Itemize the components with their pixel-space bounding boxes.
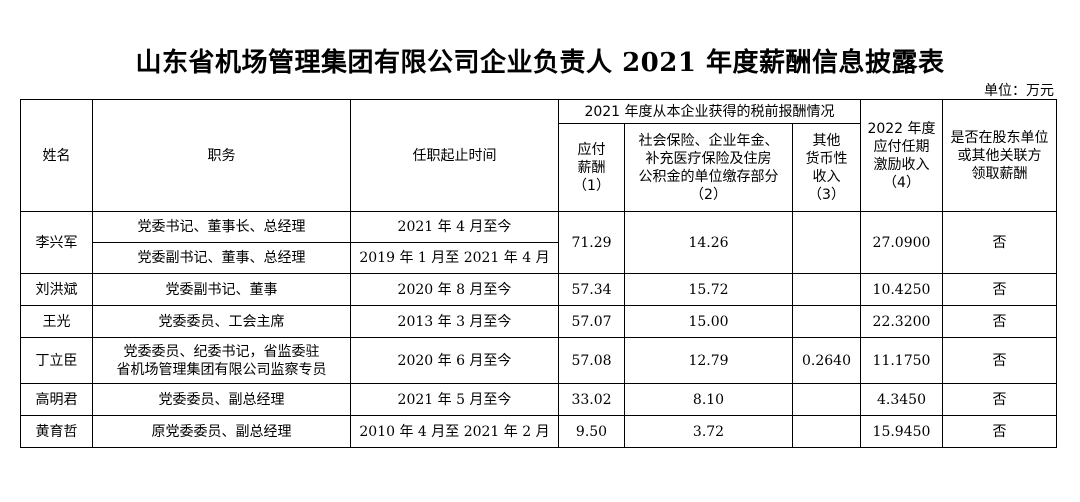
insurance-cell: 15.00 <box>624 305 793 338</box>
page-title: 山东省机场管理集团有限公司企业负责人 2021 年度薪酬信息披露表 <box>135 48 945 78</box>
incentive-cell: 27.0900 <box>860 211 943 274</box>
other-income-cell <box>792 305 861 338</box>
table-row: 丁立臣 党委委员、纪委书记，省监委驻 省机场管理集团有限公司监察专员 2020 … <box>20 337 1057 384</box>
other-income-cell <box>792 415 861 448</box>
incentive-cell: 15.9450 <box>860 415 943 448</box>
term-cell: 2020 年 6 月至今 <box>350 337 559 384</box>
person-name: 高明君 <box>20 383 93 416</box>
salary-cell: 71.29 <box>558 211 625 274</box>
unit-label: 单位：万元 <box>984 83 1054 99</box>
position-cell: 党委委员、工会主席 <box>92 305 351 338</box>
shareholder-cell: 否 <box>942 273 1057 306</box>
other-income-cell <box>792 383 861 416</box>
position-cell: 原党委委员、副总经理 <box>92 415 351 448</box>
other-income-cell <box>792 273 861 306</box>
insurance-cell: 15.72 <box>624 273 793 306</box>
person-name: 刘洪斌 <box>20 273 93 306</box>
position-cell: 党委副书记、董事、总经理 <box>92 242 351 274</box>
term-cell: 2013 年 3 月至今 <box>350 305 559 338</box>
insurance-cell: 12.79 <box>624 337 793 384</box>
term-cell: 2010 年 4 月至 2021 年 2 月 <box>350 415 559 448</box>
position-cell: 党委委员、副总经理 <box>92 383 351 416</box>
header-insurance: 社会保险、企业年金、 补充医疗保险及住房 公积金的单位缴存部分 （2） <box>624 123 793 212</box>
header-name: 姓名 <box>20 99 93 212</box>
person-name: 丁立臣 <box>20 337 93 384</box>
header-incentive: 2022 年度 应付任期 激励收入 （4） <box>860 99 943 212</box>
term-cell: 2020 年 8 月至今 <box>350 273 559 306</box>
position-cell: 党委副书记、董事 <box>92 273 351 306</box>
position-cell: 党委书记、董事长、总经理 <box>92 211 351 243</box>
insurance-cell: 8.10 <box>624 383 793 416</box>
term-cell: 2021 年 4 月至今 <box>350 211 559 243</box>
table-row: 高明君 党委委员、副总经理 2021 年 5 月至今 33.02 8.10 4.… <box>20 383 1057 416</box>
incentive-cell: 22.3200 <box>860 305 943 338</box>
position-cell: 党委委员、纪委书记，省监委驻 省机场管理集团有限公司监察专员 <box>92 337 351 384</box>
person-name: 李兴军 <box>20 211 93 274</box>
table-row: 刘洪斌 党委副书记、董事 2020 年 8 月至今 57.34 15.72 10… <box>20 273 1057 306</box>
salary-cell: 57.07 <box>558 305 625 338</box>
shareholder-cell: 否 <box>942 415 1057 448</box>
shareholder-cell: 否 <box>942 305 1057 338</box>
header-position: 职务 <box>92 99 351 212</box>
header-other: 其他 货币性 收入 （3） <box>792 123 861 212</box>
other-income-cell: 0.2640 <box>792 337 861 384</box>
insurance-cell: 3.72 <box>624 415 793 448</box>
shareholder-cell: 否 <box>942 211 1057 274</box>
incentive-cell: 10.4250 <box>860 273 943 306</box>
person-name: 黄育哲 <box>20 415 93 448</box>
salary-disclosure-table: 姓名 职务 任职起止时间 2021 年度从本企业获得的税前报酬情况 2022 年… <box>20 99 1057 448</box>
salary-cell: 57.34 <box>558 273 625 306</box>
table-row: 王光 党委委员、工会主席 2013 年 3 月至今 57.07 15.00 22… <box>20 305 1057 338</box>
header-shareholder: 是否在股东单位 或其他关联方 领取薪酬 <box>942 99 1057 212</box>
incentive-cell: 4.3450 <box>860 383 943 416</box>
other-income-cell <box>792 211 861 274</box>
header-term: 任职起止时间 <box>350 99 559 212</box>
salary-cell: 57.08 <box>558 337 625 384</box>
term-cell: 2021 年 5 月至今 <box>350 383 559 416</box>
header-group-2021: 2021 年度从本企业获得的税前报酬情况 <box>558 99 861 124</box>
shareholder-cell: 否 <box>942 383 1057 416</box>
salary-cell: 9.50 <box>558 415 625 448</box>
table-row: 李兴军 党委书记、董事长、总经理 2021 年 4 月至今 71.29 14.2… <box>20 211 1057 274</box>
insurance-cell: 14.26 <box>624 211 793 274</box>
header-salary: 应付 薪酬 （1） <box>558 123 625 212</box>
salary-cell: 33.02 <box>558 383 625 416</box>
shareholder-cell: 否 <box>942 337 1057 384</box>
table-row: 黄育哲 原党委委员、副总经理 2010 年 4 月至 2021 年 2 月 9.… <box>20 415 1057 448</box>
incentive-cell: 11.1750 <box>860 337 943 384</box>
term-cell: 2019 年 1 月至 2021 年 4 月 <box>350 242 559 274</box>
person-name: 王光 <box>20 305 93 338</box>
table-row: 党委副书记、董事、总经理 2019 年 1 月至 2021 年 4 月 <box>21 242 1057 274</box>
